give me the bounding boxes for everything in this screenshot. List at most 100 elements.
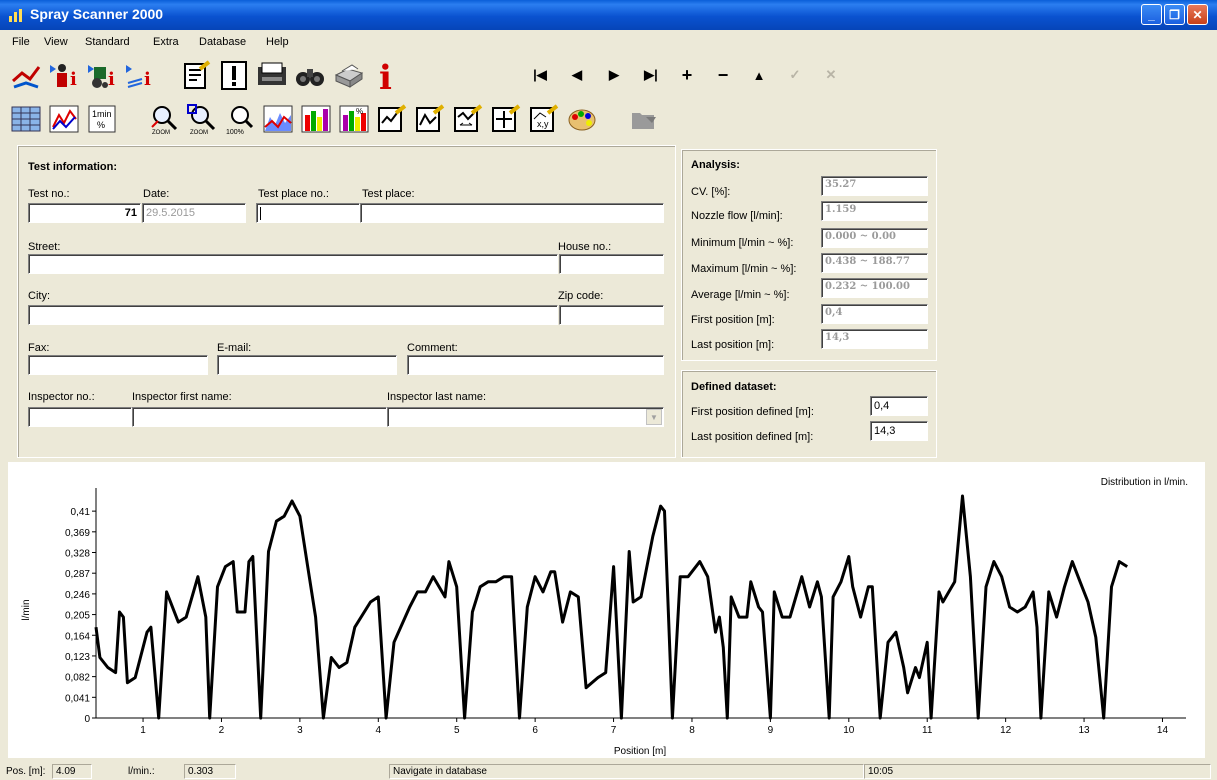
house-no-field[interactable] xyxy=(559,254,664,274)
zoom-in-icon[interactable]: ZOOM xyxy=(148,103,180,135)
svg-text:i: i xyxy=(144,69,151,90)
edit-line-icon[interactable] xyxy=(414,103,446,135)
info-icon[interactable]: i xyxy=(370,59,402,91)
email-label: E-mail: xyxy=(217,342,252,354)
spray-info-icon[interactable]: i xyxy=(124,59,156,91)
analysis-title: Analysis: xyxy=(691,159,740,171)
y-tick-label: 0,328 xyxy=(65,549,90,560)
printer-icon[interactable] xyxy=(332,59,364,91)
inspector-first-name-field[interactable] xyxy=(132,407,387,427)
delete-record-button[interactable]: − xyxy=(717,64,729,85)
maximize-button[interactable]: ❐ xyxy=(1164,4,1185,25)
svg-text:ZOOM: ZOOM xyxy=(152,130,170,135)
inspector-no-field[interactable] xyxy=(28,407,132,427)
zoom-out-icon[interactable]: ZOOM xyxy=(186,103,218,135)
tractor-info-icon[interactable]: i xyxy=(86,59,118,91)
x-axis-label: Position [m] xyxy=(614,746,666,757)
menu-file[interactable]: File xyxy=(12,36,30,48)
line-chart-icon[interactable] xyxy=(48,103,80,135)
person-info-icon[interactable]: i xyxy=(48,59,80,91)
test-place-field[interactable] xyxy=(360,203,664,223)
svg-text:%: % xyxy=(356,107,363,116)
cancel-record-button[interactable]: ✕ xyxy=(825,67,837,82)
menu-extra[interactable]: Extra xyxy=(153,36,179,48)
average-field: 0.232 ~ 100.00 xyxy=(821,278,928,298)
edit-range-icon[interactable] xyxy=(452,103,484,135)
city-field[interactable] xyxy=(28,305,558,325)
open-folder-icon[interactable] xyxy=(628,103,660,135)
last-position-defined-field[interactable]: 14,3 xyxy=(870,421,928,441)
x-tick-label: 7 xyxy=(611,725,617,736)
maximum-field: 0.438 ~ 188.77 xyxy=(821,253,928,273)
cv-label: CV. [%]: xyxy=(691,186,731,198)
zoom-100-icon[interactable]: 100% xyxy=(224,103,256,135)
street-label: Street: xyxy=(28,241,61,253)
distribution-line xyxy=(94,494,1129,720)
edit-record-button[interactable]: ▲ xyxy=(752,67,766,83)
post-record-button[interactable]: ✓ xyxy=(789,67,801,82)
test-no-field[interactable]: 71 xyxy=(28,203,141,223)
edit-xy-icon[interactable]: x,y xyxy=(528,103,560,135)
last-record-button[interactable]: ▶| xyxy=(644,67,658,82)
menu-view[interactable]: View xyxy=(44,36,68,48)
distribution-chart[interactable]: Distribution in l/min. Position [m] l/mi… xyxy=(8,462,1205,758)
close-button[interactable]: ✕ xyxy=(1187,4,1208,25)
last-position-defined-label: Last position defined [m]: xyxy=(691,431,814,443)
average-label: Average [l/min ~ %]: xyxy=(691,289,790,301)
pos-value: 4.09 xyxy=(52,764,92,779)
inspector-last-name-combo[interactable]: ▼ xyxy=(387,407,664,427)
toolbar-main: i i i i |◀ ◀ ▶ ▶| + − ▲ ✓ ✕ xyxy=(0,54,1217,96)
street-field[interactable] xyxy=(28,254,558,274)
menu-help[interactable]: Help xyxy=(266,36,289,48)
bar-chart-percent-icon[interactable]: % xyxy=(338,103,370,135)
lmin-label: l/min.: xyxy=(128,766,155,777)
sprayer-check-icon[interactable] xyxy=(10,59,42,91)
x-tick-label: 5 xyxy=(454,725,460,736)
minimize-button[interactable]: _ xyxy=(1141,4,1162,25)
x-tick-label: 13 xyxy=(1078,725,1090,736)
comment-field[interactable] xyxy=(407,355,664,375)
next-record-button[interactable]: ▶ xyxy=(609,67,619,82)
svg-text:%: % xyxy=(97,120,105,130)
y-tick-label: 0,164 xyxy=(65,631,90,642)
binoculars-icon[interactable] xyxy=(294,59,326,91)
bar-chart-icon[interactable] xyxy=(300,103,332,135)
y-tick-label: 0,287 xyxy=(65,569,90,580)
first-position-defined-field[interactable]: 0,4 xyxy=(870,396,928,416)
prev-record-button[interactable]: ◀ xyxy=(572,67,582,82)
email-field[interactable] xyxy=(217,355,397,375)
edit-document-icon[interactable] xyxy=(180,59,212,91)
palette-icon[interactable] xyxy=(566,103,598,135)
y-tick-label: 0,369 xyxy=(65,528,90,539)
x-tick-label: 12 xyxy=(1000,725,1012,736)
y-ticks: 0 0,041 0,082 0,123 0,164 0,205 0,246 0,287 0,32… xyxy=(65,507,96,725)
edit-scale-icon[interactable] xyxy=(490,103,522,135)
chevron-down-icon[interactable]: ▼ xyxy=(646,409,662,425)
warning-icon[interactable] xyxy=(218,59,250,91)
y-tick-label: 0,123 xyxy=(65,652,90,663)
x-tick-label: 2 xyxy=(219,725,225,736)
x-tick-label: 1 xyxy=(140,725,146,736)
table-view-icon[interactable] xyxy=(10,103,42,135)
date-field[interactable]: 29.5.2015 xyxy=(142,203,246,223)
x-tick-label: 10 xyxy=(843,725,855,736)
test-place-no-field[interactable] xyxy=(256,203,360,223)
minimum-label: Minimum [l/min ~ %]: xyxy=(691,237,794,249)
maximum-label: Maximum [l/min ~ %]: xyxy=(691,263,797,275)
zip-code-field[interactable] xyxy=(559,305,664,325)
menu-database[interactable]: Database xyxy=(199,36,247,48)
card-reader-icon[interactable] xyxy=(256,59,288,91)
first-record-button[interactable]: |◀ xyxy=(533,67,547,82)
menu-standard[interactable]: Standard xyxy=(85,36,130,48)
x-tick-label: 8 xyxy=(689,725,695,736)
svg-text:1min: 1min xyxy=(92,109,112,119)
lmin-value: 0.303 xyxy=(184,764,236,779)
edit-chart-icon[interactable] xyxy=(376,103,408,135)
fax-field[interactable] xyxy=(28,355,208,375)
min-percent-icon[interactable]: 1min% xyxy=(86,103,118,135)
inspector-no-label: Inspector no.: xyxy=(28,391,95,403)
chart-title: Distribution in l/min. xyxy=(1101,477,1188,488)
area-chart-icon[interactable] xyxy=(262,103,294,135)
add-record-button[interactable]: + xyxy=(681,64,693,85)
test-place-label: Test place: xyxy=(362,188,415,200)
